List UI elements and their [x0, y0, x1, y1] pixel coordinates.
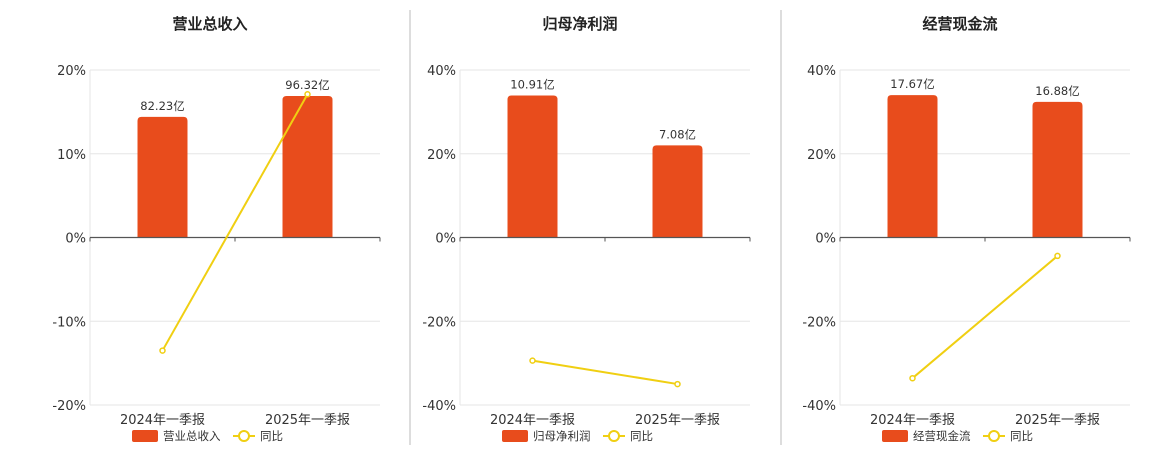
- chart-title: 归母净利润: [542, 15, 617, 33]
- y-tick-label: -20%: [52, 399, 86, 414]
- yoy-point: [159, 347, 166, 354]
- bar-data-label: 16.88亿: [1035, 84, 1079, 98]
- bar: [1032, 101, 1083, 238]
- y-tick-label: -40%: [422, 399, 456, 414]
- legend-bar-label: 经营现金流: [913, 429, 971, 443]
- legend-bar-swatch: [502, 430, 528, 442]
- bar: [887, 95, 938, 238]
- chart-title: 经营现金流: [922, 15, 997, 33]
- x-category-label: 2025年一季报: [635, 413, 720, 428]
- bar-data-label: 10.91亿: [510, 78, 554, 92]
- y-tick-label: 20%: [57, 64, 86, 79]
- y-tick-label: 0%: [65, 232, 86, 247]
- bar: [652, 145, 703, 238]
- y-tick-label: -20%: [802, 315, 836, 330]
- y-tick-label: 40%: [807, 64, 836, 79]
- y-tick-label: 40%: [427, 64, 456, 79]
- yoy-line: [911, 255, 1059, 379]
- x-category-label: 2025年一季报: [1015, 413, 1100, 428]
- chart-panel-3: 经营现金流 -40% -20% 0% 20% 40% 17.67亿 16.88亿 2024年一季…: [802, 15, 1131, 443]
- legend-bar-label: 营业总收入: [163, 429, 221, 443]
- legend-bar-swatch: [882, 430, 908, 442]
- y-tick-label: -20%: [422, 315, 456, 330]
- bar: [137, 116, 188, 238]
- legend-line-label: 同比: [260, 429, 283, 443]
- yoy-line: [532, 359, 678, 386]
- y-tick-label: -40%: [802, 399, 836, 414]
- y-tick-label: 10%: [57, 148, 86, 163]
- chart-title: 营业总收入: [172, 15, 247, 33]
- legend-bar-label: 归母净利润: [533, 429, 591, 443]
- legend-line-marker: [988, 430, 1000, 442]
- y-tick-label: 20%: [427, 148, 456, 163]
- legend-bar-swatch: [132, 430, 158, 442]
- legend-line-label: 同比: [1010, 429, 1033, 443]
- y-tick-label: 0%: [815, 232, 836, 247]
- yoy-point: [674, 380, 681, 388]
- x-category-label: 2025年一季报: [265, 413, 350, 428]
- bar: [507, 95, 558, 238]
- chart-panel-2: 归母净利润 -40% -20% 0% 20% 40% 10.91亿 7.08亿 2024年一季报…: [422, 15, 751, 443]
- bar-data-label: 17.67亿: [890, 77, 934, 91]
- y-tick-label: -10%: [52, 315, 86, 330]
- yoy-point: [909, 374, 916, 382]
- y-tick-label: 0%: [435, 232, 456, 247]
- x-category-label: 2024年一季报: [120, 413, 205, 428]
- bar-data-label: 82.23亿: [140, 99, 184, 113]
- y-tick-label: 20%: [807, 148, 836, 163]
- yoy-line: [161, 93, 309, 352]
- legend-line-label: 同比: [630, 429, 653, 443]
- x-category-label: 2024年一季报: [490, 413, 575, 428]
- yoy-point: [1054, 252, 1061, 260]
- legend-line-marker: [238, 430, 250, 442]
- yoy-point: [529, 357, 536, 364]
- bar-data-label: 7.08亿: [659, 127, 696, 141]
- bar: [282, 95, 333, 238]
- x-category-label: 2024年一季报: [870, 413, 955, 428]
- yoy-point: [304, 91, 311, 98]
- legend-line-marker: [608, 430, 620, 442]
- chart-panel-1: 营业总收入 -20% -10% 0% 10% 20% 82.23亿 96.32亿 2024年一季…: [52, 15, 381, 443]
- bar-data-label: 96.32亿: [285, 78, 329, 92]
